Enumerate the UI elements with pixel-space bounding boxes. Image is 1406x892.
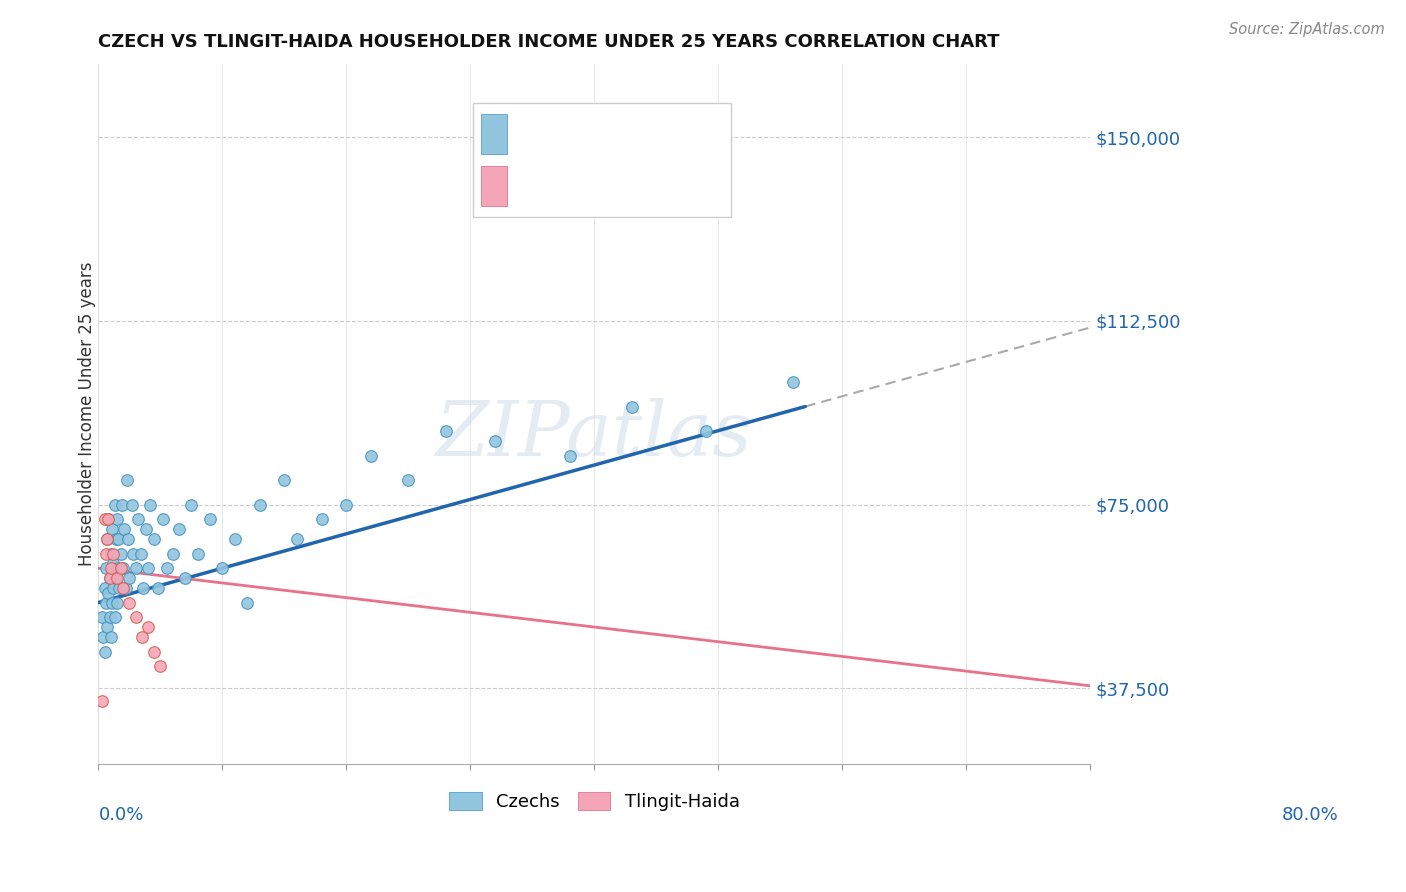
- Text: 80.0%: 80.0%: [1282, 806, 1339, 824]
- Point: [236, 596, 259, 610]
- Point: [152, 512, 174, 526]
- Point: [122, 547, 145, 561]
- Point: [112, 522, 135, 536]
- Point: [127, 512, 149, 526]
- Point: [360, 449, 382, 463]
- Point: [136, 620, 159, 634]
- Point: [96, 532, 118, 546]
- Point: [311, 512, 333, 526]
- Point: [97, 512, 120, 526]
- Point: [94, 596, 117, 610]
- Point: [97, 512, 120, 526]
- Point: [110, 547, 132, 561]
- Point: [107, 561, 129, 575]
- Point: [93, 512, 115, 526]
- Point: [100, 561, 122, 575]
- Point: [103, 498, 125, 512]
- Point: [105, 571, 128, 585]
- Point: [112, 561, 135, 575]
- Point: [558, 449, 581, 463]
- Point: [249, 498, 271, 512]
- Point: [118, 596, 141, 610]
- Point: [98, 571, 121, 585]
- Point: [782, 375, 804, 389]
- Point: [94, 547, 117, 561]
- Point: [98, 571, 121, 585]
- Point: [162, 547, 184, 561]
- Point: [96, 620, 118, 634]
- Point: [434, 424, 457, 438]
- Text: Source: ZipAtlas.com: Source: ZipAtlas.com: [1229, 22, 1385, 37]
- Point: [211, 561, 233, 575]
- Point: [115, 473, 138, 487]
- Point: [136, 561, 159, 575]
- Point: [187, 547, 209, 561]
- Point: [91, 693, 114, 707]
- Point: [100, 630, 122, 644]
- Point: [103, 610, 125, 624]
- Point: [335, 498, 357, 512]
- Point: [112, 581, 135, 595]
- Text: 0.0%: 0.0%: [98, 806, 143, 824]
- Point: [103, 547, 125, 561]
- Point: [101, 522, 124, 536]
- Point: [198, 512, 221, 526]
- Point: [114, 581, 136, 595]
- Point: [224, 532, 246, 546]
- Point: [273, 473, 295, 487]
- Point: [107, 532, 129, 546]
- Point: [149, 659, 172, 673]
- Point: [93, 630, 115, 644]
- Point: [396, 473, 419, 487]
- Point: [143, 644, 166, 658]
- Point: [104, 571, 127, 585]
- Point: [118, 571, 141, 585]
- Point: [620, 400, 643, 414]
- Point: [695, 424, 717, 438]
- Point: [103, 557, 125, 571]
- Point: [105, 596, 128, 610]
- Point: [93, 581, 115, 595]
- Point: [104, 532, 127, 546]
- Point: [103, 581, 125, 595]
- Point: [108, 581, 131, 595]
- Point: [94, 561, 117, 575]
- Point: [484, 434, 506, 448]
- Point: [174, 571, 197, 585]
- Point: [134, 522, 156, 536]
- Point: [124, 610, 146, 624]
- Point: [129, 547, 152, 561]
- Text: CZECH VS TLINGIT-HAIDA HOUSEHOLDER INCOME UNDER 25 YEARS CORRELATION CHART: CZECH VS TLINGIT-HAIDA HOUSEHOLDER INCOM…: [98, 33, 1000, 51]
- Point: [100, 547, 122, 561]
- Point: [132, 581, 155, 595]
- Point: [93, 644, 115, 658]
- Point: [101, 596, 124, 610]
- Point: [111, 498, 134, 512]
- Point: [139, 498, 162, 512]
- Point: [124, 561, 146, 575]
- Point: [91, 610, 114, 624]
- Point: [155, 561, 177, 575]
- Point: [97, 586, 120, 600]
- Text: ZIPatlas: ZIPatlas: [436, 398, 752, 472]
- Point: [167, 522, 190, 536]
- Y-axis label: Householder Income Under 25 years: Householder Income Under 25 years: [79, 261, 96, 566]
- Point: [96, 532, 118, 546]
- Point: [143, 532, 166, 546]
- Point: [146, 581, 169, 595]
- Point: [117, 532, 139, 546]
- Point: [110, 561, 132, 575]
- Point: [180, 498, 202, 512]
- Point: [285, 532, 308, 546]
- Point: [131, 630, 153, 644]
- Point: [121, 498, 143, 512]
- Point: [105, 512, 128, 526]
- Point: [98, 610, 121, 624]
- Legend: Czechs, Tlingit-Haida: Czechs, Tlingit-Haida: [441, 785, 747, 818]
